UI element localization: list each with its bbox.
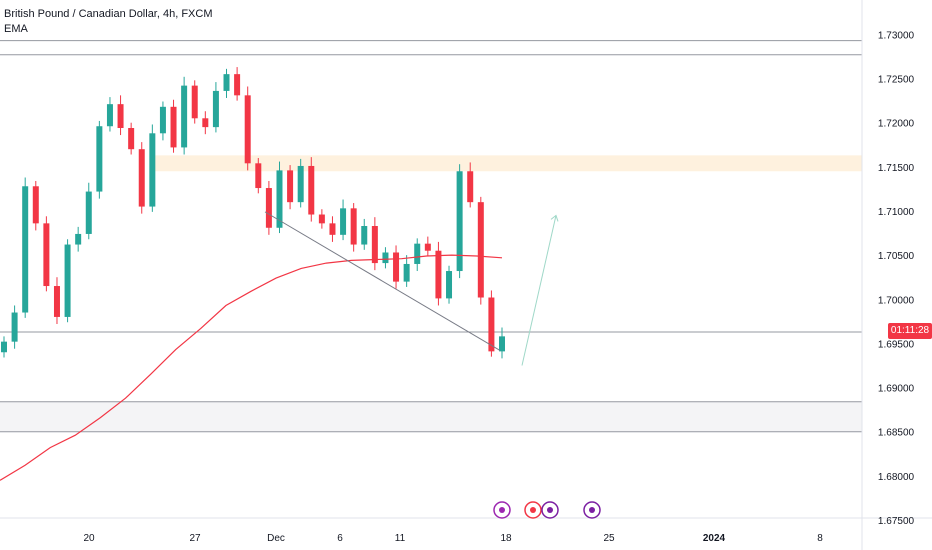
candle-body (22, 186, 29, 313)
y-tick-label: 1.71000 (878, 207, 915, 218)
y-tick-label: 1.70000 (878, 295, 915, 306)
candle-body (308, 165, 315, 215)
x-tick-label: 27 (189, 533, 201, 544)
x-tick-label: 25 (603, 533, 615, 544)
chart-legend: British Pound / Canadian Dollar, 4h, FXC… (4, 7, 213, 37)
candle-body (149, 133, 156, 207)
candle-body (43, 223, 50, 287)
candle-body (499, 336, 505, 352)
candle-body (1, 341, 7, 353)
uk-flag-event-icon-dot (589, 507, 595, 513)
candle-body (403, 263, 410, 282)
candle-body (340, 208, 347, 235)
x-tick-label: 2024 (703, 533, 726, 544)
x-tick-label: Dec (267, 533, 285, 544)
ema-line (0, 254, 503, 481)
candle-body (488, 297, 495, 352)
y-tick-label: 1.71500 (878, 163, 915, 174)
projection-arrowhead (550, 214, 559, 222)
candle-body (106, 104, 113, 127)
candle-body (244, 95, 251, 164)
y-tick-label: 1.68500 (878, 428, 915, 439)
projection-arrow (521, 215, 557, 366)
candle-body (53, 286, 60, 317)
indicator-label: EMA (4, 23, 28, 35)
candle-body (361, 226, 368, 245)
candle-body (435, 250, 442, 299)
trendline (264, 211, 501, 351)
candle-body (138, 149, 145, 207)
candle-body (265, 188, 272, 228)
candle-body (456, 171, 463, 272)
candle-body (212, 90, 219, 128)
x-tick-label: 20 (83, 533, 95, 544)
candle-body (287, 170, 294, 203)
candle-body (477, 202, 484, 298)
candle-body (467, 171, 474, 203)
candle-body (382, 252, 389, 264)
current-price-countdown: 01:11:28 (888, 323, 932, 339)
candle-body (297, 165, 304, 203)
x-tick-label: 6 (337, 533, 343, 544)
uk-flag-event-icon-dot (547, 507, 553, 513)
candle-body (96, 126, 103, 192)
candle-body (255, 163, 262, 189)
candle-body (85, 191, 92, 234)
candle-body (414, 243, 421, 264)
x-tick-label: 18 (500, 533, 512, 544)
symbol-title: British Pound / Canadian Dollar, 4h, FXC… (4, 8, 213, 20)
y-tick-label: 1.68000 (878, 472, 915, 483)
candle-body (234, 74, 241, 96)
candle-body (191, 85, 198, 119)
candle-body (32, 186, 39, 224)
lightning-event-icon-dot (499, 507, 505, 513)
candle-body (350, 208, 357, 245)
candle-body (181, 85, 188, 148)
y-tick-label: 1.69000 (878, 384, 915, 395)
candle-body (202, 118, 209, 128)
candle-body (446, 271, 453, 299)
y-tick-label: 1.72000 (878, 119, 915, 130)
candle-body (393, 252, 400, 282)
x-tick-label: 8 (817, 533, 823, 544)
y-tick-label: 1.67500 (878, 516, 915, 527)
y-tick-label: 1.73000 (878, 30, 915, 41)
candle-body (223, 74, 230, 91)
candle-body (276, 170, 283, 228)
y-tick-label: 1.70500 (878, 251, 915, 262)
candle-body (371, 226, 378, 264)
candle-body (11, 312, 18, 342)
candle-body (64, 244, 71, 317)
x-tick-label: 11 (395, 533, 406, 544)
candle-body (128, 128, 135, 150)
candle-body (117, 104, 124, 128)
candle-body (329, 223, 336, 235)
candle-body (159, 106, 166, 134)
candle-body (75, 233, 82, 245)
candle-body (318, 214, 325, 224)
canada-flag-event-icon-dot (530, 507, 536, 513)
candle-body (170, 106, 177, 148)
y-tick-label: 1.69500 (878, 339, 915, 350)
support-zone (0, 401, 862, 432)
y-tick-label: 1.72500 (878, 75, 915, 86)
candle-body (424, 243, 431, 251)
resistance-zone (150, 155, 862, 172)
